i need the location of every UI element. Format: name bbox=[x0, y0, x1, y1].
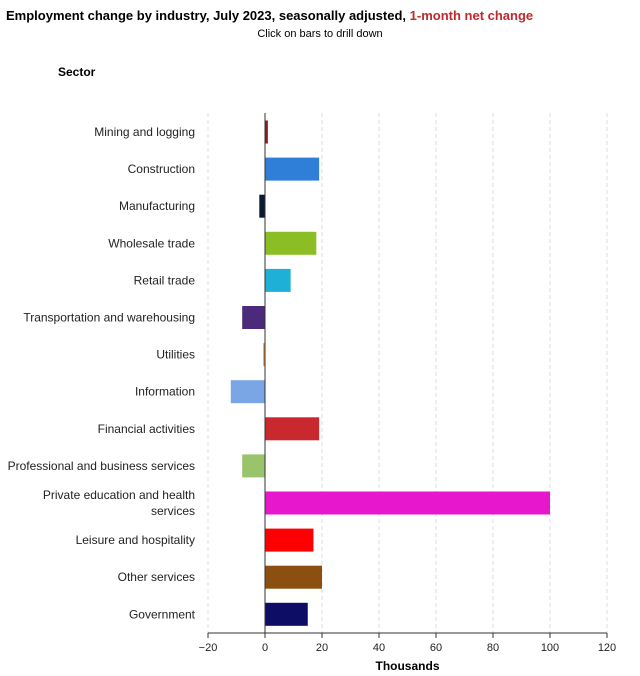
x-axis-title: Thousands bbox=[375, 659, 439, 673]
bar[interactable] bbox=[259, 194, 265, 218]
category-label: Other services bbox=[118, 570, 195, 584]
chart-title: Employment change by industry, July 2023… bbox=[6, 8, 533, 23]
axes bbox=[207, 113, 608, 638]
chart-title-main: Employment change by industry, July 2023… bbox=[6, 8, 407, 23]
category-label: Information bbox=[135, 385, 195, 399]
bar[interactable] bbox=[265, 120, 268, 144]
category-label: Mining and logging bbox=[94, 125, 195, 139]
x-tick-label: 100 bbox=[541, 642, 559, 654]
bar[interactable] bbox=[265, 528, 314, 552]
category-label: Utilities bbox=[156, 348, 195, 362]
category-label: Private education and health services bbox=[43, 488, 195, 518]
bar[interactable] bbox=[242, 306, 265, 329]
category-label: Leisure and hospitality bbox=[76, 533, 195, 547]
chart-title-highlight: 1-month net change bbox=[409, 8, 534, 23]
bar[interactable] bbox=[265, 268, 291, 292]
category-label: Wholesale trade bbox=[108, 236, 195, 250]
x-tick-label: 20 bbox=[316, 642, 328, 654]
bar[interactable] bbox=[263, 343, 266, 367]
category-label: Retail trade bbox=[134, 273, 196, 287]
bars bbox=[230, 120, 550, 626]
bar[interactable] bbox=[265, 602, 308, 626]
category-labels: Mining and logging Construction Manufactur… bbox=[8, 125, 196, 621]
category-label: Manufacturing bbox=[119, 199, 195, 213]
x-tick-labels: −20 0 20 40 60 80 100 120 bbox=[199, 642, 617, 654]
category-axis-title: Sector bbox=[58, 65, 96, 79]
category-label: Financial activities bbox=[98, 422, 195, 436]
x-tick-label: 120 bbox=[598, 642, 616, 654]
category-label: Transportation and warehousing bbox=[23, 311, 195, 325]
bar[interactable] bbox=[265, 565, 322, 589]
bar[interactable] bbox=[242, 454, 265, 478]
bar[interactable] bbox=[265, 417, 320, 441]
bar[interactable] bbox=[265, 157, 320, 181]
x-tick-label: 60 bbox=[430, 642, 442, 654]
x-tick-label: 0 bbox=[262, 642, 268, 654]
x-tick-label: 40 bbox=[373, 642, 385, 654]
bar[interactable] bbox=[265, 491, 550, 515]
category-label: Professional and business services bbox=[8, 459, 195, 473]
x-tick-label: −20 bbox=[199, 642, 218, 654]
category-label: Government bbox=[129, 607, 196, 621]
bar[interactable] bbox=[265, 231, 317, 255]
category-label: Construction bbox=[128, 162, 195, 176]
chart-subtitle: Click on bars to drill down bbox=[257, 28, 383, 40]
gridlines bbox=[207, 113, 608, 633]
x-tick-label: 80 bbox=[487, 642, 499, 654]
bar[interactable] bbox=[230, 380, 265, 404]
